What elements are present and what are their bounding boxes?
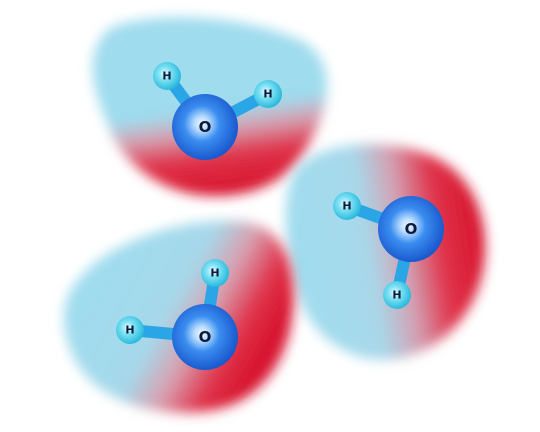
hydrogen-label-3a: H [210,267,219,280]
oxygen-label-2: O [405,220,418,238]
hydrogen-label-1a: H [162,70,171,83]
oxygen-atom-3 [172,304,238,370]
hydrogen-label-1b: H [263,88,272,101]
hydrogen-atom-3a [201,259,229,287]
hydrogen-atom-1a [153,62,181,90]
oxygen-label-3: O [199,328,212,346]
hydrogen-atom-1b [254,80,282,108]
oxygen-atom-1 [172,94,238,160]
hydrogen-atom-2b [383,281,411,309]
hydrogen-label-3b: H [125,324,134,337]
electrostatic-cloud-3 [64,220,294,413]
hydrogen-atom-2a [333,192,361,220]
hydrogen-label-2a: H [342,200,351,213]
electrostatic-cloud-2 [285,144,486,360]
hydrogen-atom-3b [116,316,144,344]
oxygen-atom-2 [378,196,444,262]
oxygen-label-1: O [199,118,212,136]
water-molecule-3: O H H [64,220,294,413]
water-molecule-1: O H H [92,17,327,196]
hydrogen-label-2b: H [392,289,401,302]
water-molecule-2: O H H [285,144,486,360]
